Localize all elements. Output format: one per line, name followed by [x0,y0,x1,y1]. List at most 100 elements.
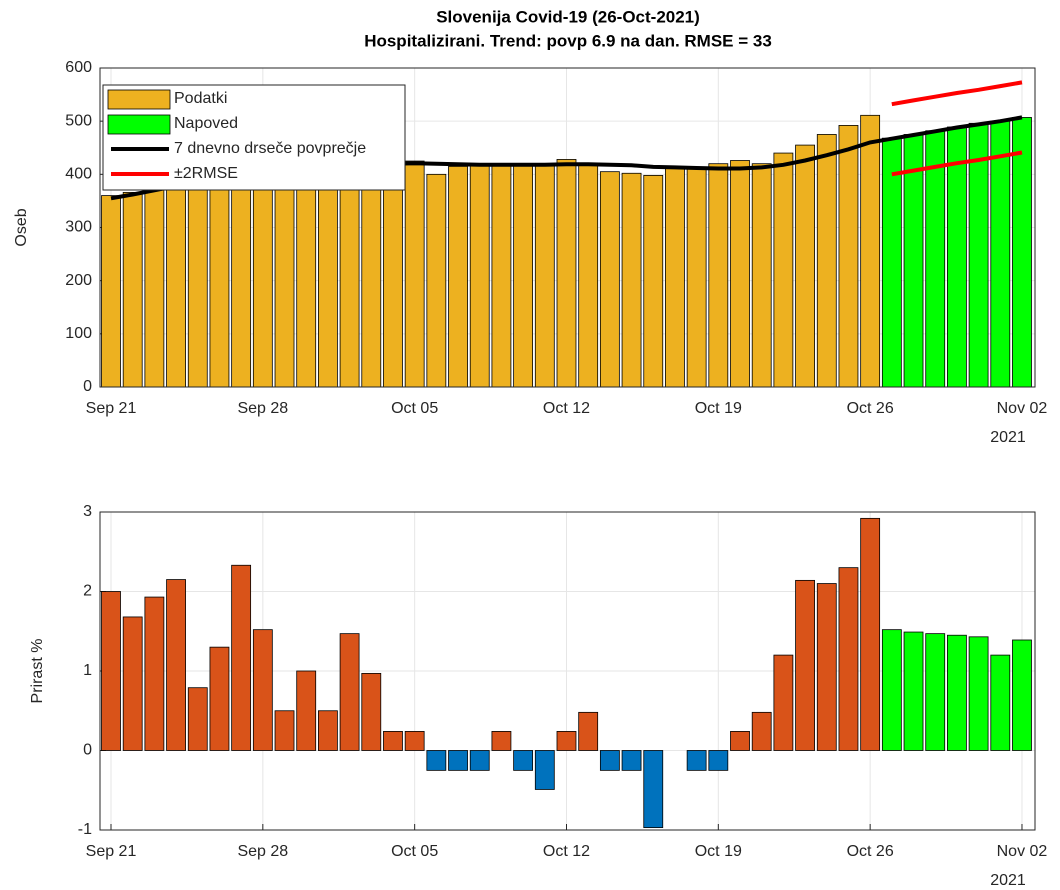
y-tick-label: 2 [83,583,92,600]
x-tick-label: Sep 21 [86,843,137,860]
bar [838,567,859,751]
bar [404,160,425,388]
x-tick-label: Oct 05 [391,843,438,860]
bar [122,616,143,751]
legend-label: Podatki [174,90,227,107]
bar [621,750,642,771]
x-tick-label: Oct 12 [543,843,590,860]
bar [252,629,273,751]
x-tick-label: Sep 28 [237,400,288,417]
bar [599,750,620,771]
bar [296,670,317,751]
legend-label: 7 dnevno drseče povprečje [174,140,366,157]
x-tick-label: Oct 12 [543,400,590,417]
bar [795,579,815,751]
y-tick-label: 200 [65,272,92,289]
bar [1012,639,1032,751]
bar [426,750,447,771]
bar [643,174,664,388]
bar [231,564,252,751]
y-tick-label: 0 [83,378,92,395]
bar [665,167,685,388]
bar [122,192,143,388]
bar [491,163,512,388]
bar [968,636,989,751]
bar [144,596,165,751]
bar [317,168,338,388]
y-tick-label: 400 [65,166,92,183]
bar [730,731,750,751]
bar [404,731,425,751]
bar [947,634,967,751]
x-tick-label: Oct 26 [847,843,894,860]
chart-title: Slovenija Covid-19 (26-Oct-2021) [436,7,700,26]
bar [317,710,338,751]
bar [881,137,902,388]
bar [1012,117,1032,388]
legend-swatch [107,114,171,135]
bar [534,163,555,388]
y-axis-label: Oseb [13,208,30,246]
bar [578,164,599,388]
bar [708,750,729,771]
y-tick-label: 300 [65,219,92,236]
bar [643,750,664,829]
x-tick-label: Oct 19 [695,843,742,860]
bar [296,169,317,388]
bar [469,750,490,771]
legend-label: Napoved [174,115,238,132]
bar [209,646,230,751]
bar [903,631,924,751]
line [891,150,1023,177]
bar [448,165,468,388]
bar [686,166,707,388]
y-tick-label: 0 [83,742,92,759]
bar [231,177,252,388]
axes-box [99,511,1036,831]
bar [621,172,642,388]
bar [187,182,208,388]
bar [274,171,295,388]
bar [816,134,837,388]
bar [990,120,1011,388]
chart-subtitle: Hospitalizirani. Trend: povp 6.9 na dan.… [364,31,772,50]
bar [513,750,534,771]
y-tick-label: -1 [78,821,92,838]
x-tick-label: Sep 28 [237,843,288,860]
x-tick-label: Nov 02 [997,400,1048,417]
bar [773,654,794,751]
bar [513,164,534,388]
x-tick-label: Oct 19 [695,400,742,417]
bar [751,711,772,751]
bar [187,687,208,751]
legend-label: ±2RMSE [174,165,238,182]
bar [166,185,186,388]
x-tick-label: Oct 26 [847,400,894,417]
bar [556,159,577,388]
bar [252,173,273,388]
bar [166,579,186,751]
bar [534,750,555,790]
bar [881,629,902,751]
bar [491,731,512,751]
x-tick-label: Nov 02 [997,843,1048,860]
legend-swatch [107,89,171,110]
bar [578,711,599,751]
bar [556,731,577,751]
y-tick-label: 1 [83,662,92,679]
y-tick-label: 100 [65,325,92,342]
bar [990,654,1011,751]
bar [860,517,881,751]
bar [144,188,165,388]
bar [686,750,707,771]
bar [274,710,295,751]
bar [383,163,403,388]
y-axis-label: Prirast % [29,639,46,704]
bar [339,633,360,751]
axes-box [99,67,1036,388]
bar [209,179,230,388]
bar [708,163,729,388]
x-tick-label: Sep 21 [86,400,137,417]
bar [925,633,946,751]
